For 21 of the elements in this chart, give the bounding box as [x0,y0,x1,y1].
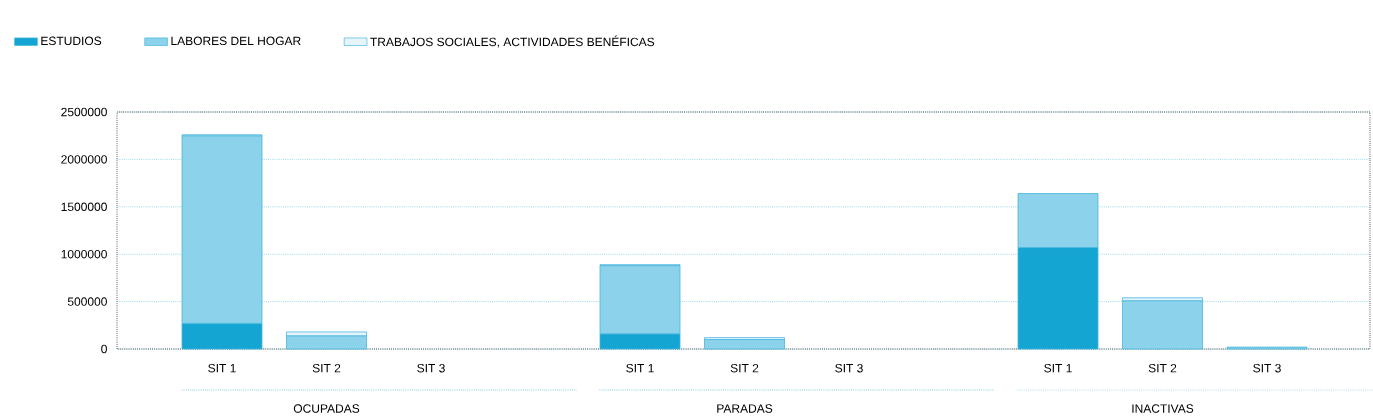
legend-label: ESTUDIOS [41,36,102,46]
x-tick-label: SIT 3 [1253,363,1281,373]
x-tick-label: SIT 1 [626,363,654,373]
y-tick-label: 2000000 [61,155,107,164]
x-tick-label: SIT 1 [208,363,236,373]
y-tick-label: 2500000 [61,107,107,117]
text: INACTIVAS [1132,404,1194,413]
x-tick-label: SIT 3 [835,363,863,373]
legend-label: TRABAJOS SOCIALES, ACTIVIDADES BENÉFICAS [370,35,655,48]
x-tick-label: SIT 3 [417,363,445,373]
y-tick-label: 500000 [67,297,107,306]
y-tick-label: 1500000 [61,202,107,212]
legend-label: LABORES DEL HOGAR [171,36,301,46]
y-tick-label: 0 [101,344,107,354]
x-tick-label: SIT 2 [730,363,759,373]
text: PARADAS [717,404,773,413]
y-tick-label: 1000000 [61,249,107,259]
x-tick-label: SIT 2 [1148,363,1177,373]
x-tick-label: SIT 1 [1044,363,1072,373]
text: OCUPADAS [293,404,360,413]
x-tick-label: SIT 2 [312,363,341,373]
